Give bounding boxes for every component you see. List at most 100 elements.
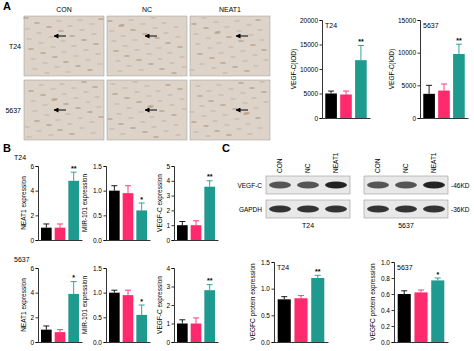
- tissue-texture: [181, 108, 187, 110]
- tissue-texture: [97, 63, 103, 65]
- error-bar: [207, 285, 213, 291]
- tick-mark: [172, 196, 175, 197]
- error-cap: [193, 220, 199, 221]
- tissue-texture: [81, 39, 87, 41]
- ihc-image: [189, 16, 270, 76]
- tissue-texture: [228, 46, 234, 48]
- tissue-texture: [209, 57, 215, 59]
- y-axis: 01234: [166, 265, 174, 346]
- blot-strip: [364, 176, 448, 194]
- tick-label: 2: [166, 302, 170, 309]
- tissue-texture: [36, 32, 42, 34]
- bar-chart: 050001000015000VEGF-C(IOD)5637**: [388, 17, 469, 122]
- error-bar: [57, 330, 63, 332]
- ihc-tile: [107, 16, 187, 76]
- tick: 0.2: [381, 323, 394, 330]
- bar: [294, 298, 307, 342]
- bar: [123, 193, 134, 240]
- tissue-texture: [67, 123, 73, 125]
- significance: **: [207, 277, 213, 284]
- axis-line: [107, 240, 151, 241]
- row-label: 5637: [14, 256, 30, 263]
- error-bar: [358, 45, 364, 60]
- tissue-texture: [169, 62, 175, 64]
- significance: **: [207, 173, 213, 180]
- tick-mark: [320, 118, 323, 119]
- tissue-texture: [136, 59, 142, 61]
- error-cap: [358, 45, 364, 46]
- tick-mark: [320, 20, 323, 21]
- ihc-tile: [190, 16, 270, 76]
- arrow: [236, 36, 248, 37]
- tissue-texture: [138, 69, 144, 71]
- tissue-texture: [83, 91, 89, 93]
- error-bar: [298, 296, 304, 299]
- tissue-texture: [167, 52, 173, 54]
- tissue-texture: [24, 28, 30, 30]
- error-cap: [435, 278, 441, 279]
- tissue-texture: [116, 113, 122, 115]
- tissue-texture: [175, 36, 181, 38]
- tick: 0.0: [261, 339, 274, 346]
- bar: [355, 60, 367, 118]
- significance: **: [358, 38, 364, 45]
- error-cap: [139, 305, 145, 306]
- tick: 20000: [300, 17, 322, 24]
- tissue-texture: [67, 25, 73, 27]
- tissue-texture: [81, 81, 87, 83]
- tick-label: 1: [166, 320, 170, 327]
- tick-mark: [104, 268, 107, 269]
- tissue-texture: [42, 104, 48, 106]
- error-bar: [418, 290, 424, 292]
- tissue-texture: [85, 59, 91, 61]
- ihc-tile: [190, 80, 270, 140]
- tissue-texture: [215, 31, 221, 33]
- tissue-texture: [46, 124, 52, 126]
- tick: 15000: [300, 41, 322, 48]
- tissue-texture: [250, 44, 256, 46]
- tick-label: 2: [30, 314, 34, 321]
- tick-label: 0: [412, 115, 416, 122]
- tissue-texture: [24, 126, 30, 128]
- tissue-texture: [91, 33, 97, 35]
- tick-label: 1.0: [381, 259, 390, 266]
- error-cap: [281, 296, 287, 297]
- tick-mark: [36, 240, 39, 241]
- tick: 1: [166, 320, 174, 327]
- tissue-texture: [130, 127, 136, 129]
- significance: *: [436, 271, 439, 278]
- panel-label: C: [222, 142, 230, 154]
- ihc-image: [24, 80, 104, 140]
- x-axis: [39, 342, 83, 344]
- tick: 1: [166, 222, 174, 229]
- tissue-texture: [261, 49, 267, 51]
- y-axis: 012345: [166, 163, 174, 244]
- bar: [311, 278, 324, 342]
- tissue-texture: [157, 100, 163, 102]
- tick-label: 0.0: [261, 339, 270, 346]
- bar-chart: 0246NEAT1 expression**: [20, 163, 82, 244]
- tick-mark: [104, 215, 107, 216]
- bar: [68, 181, 79, 240]
- tick-mark: [172, 210, 175, 211]
- blot-band: [423, 182, 445, 189]
- tick: 1.5: [93, 265, 106, 272]
- tick-label: 0: [30, 339, 34, 346]
- error-stem: [141, 203, 142, 210]
- y-axis: 0.00.51.01.5: [261, 259, 275, 346]
- tick-mark: [172, 240, 175, 241]
- tissue-texture: [197, 95, 203, 97]
- tissue-texture: [119, 24, 125, 26]
- y-axis: 0246: [30, 163, 38, 244]
- tick: 10000: [300, 66, 322, 73]
- tissue-texture: [77, 117, 83, 119]
- panel-label: B: [3, 142, 11, 154]
- bar: [278, 299, 291, 342]
- blot-band: [269, 182, 291, 189]
- tissue-texture: [248, 34, 254, 36]
- error-stem: [182, 320, 183, 324]
- bar-chart: 0.00.51.01.5VEGFC protein expressionT24*…: [249, 259, 328, 346]
- tissue-texture: [140, 23, 146, 25]
- bar-chart: 01234VEGF-C expression**: [156, 265, 218, 346]
- tick-label: 0.0: [93, 237, 102, 244]
